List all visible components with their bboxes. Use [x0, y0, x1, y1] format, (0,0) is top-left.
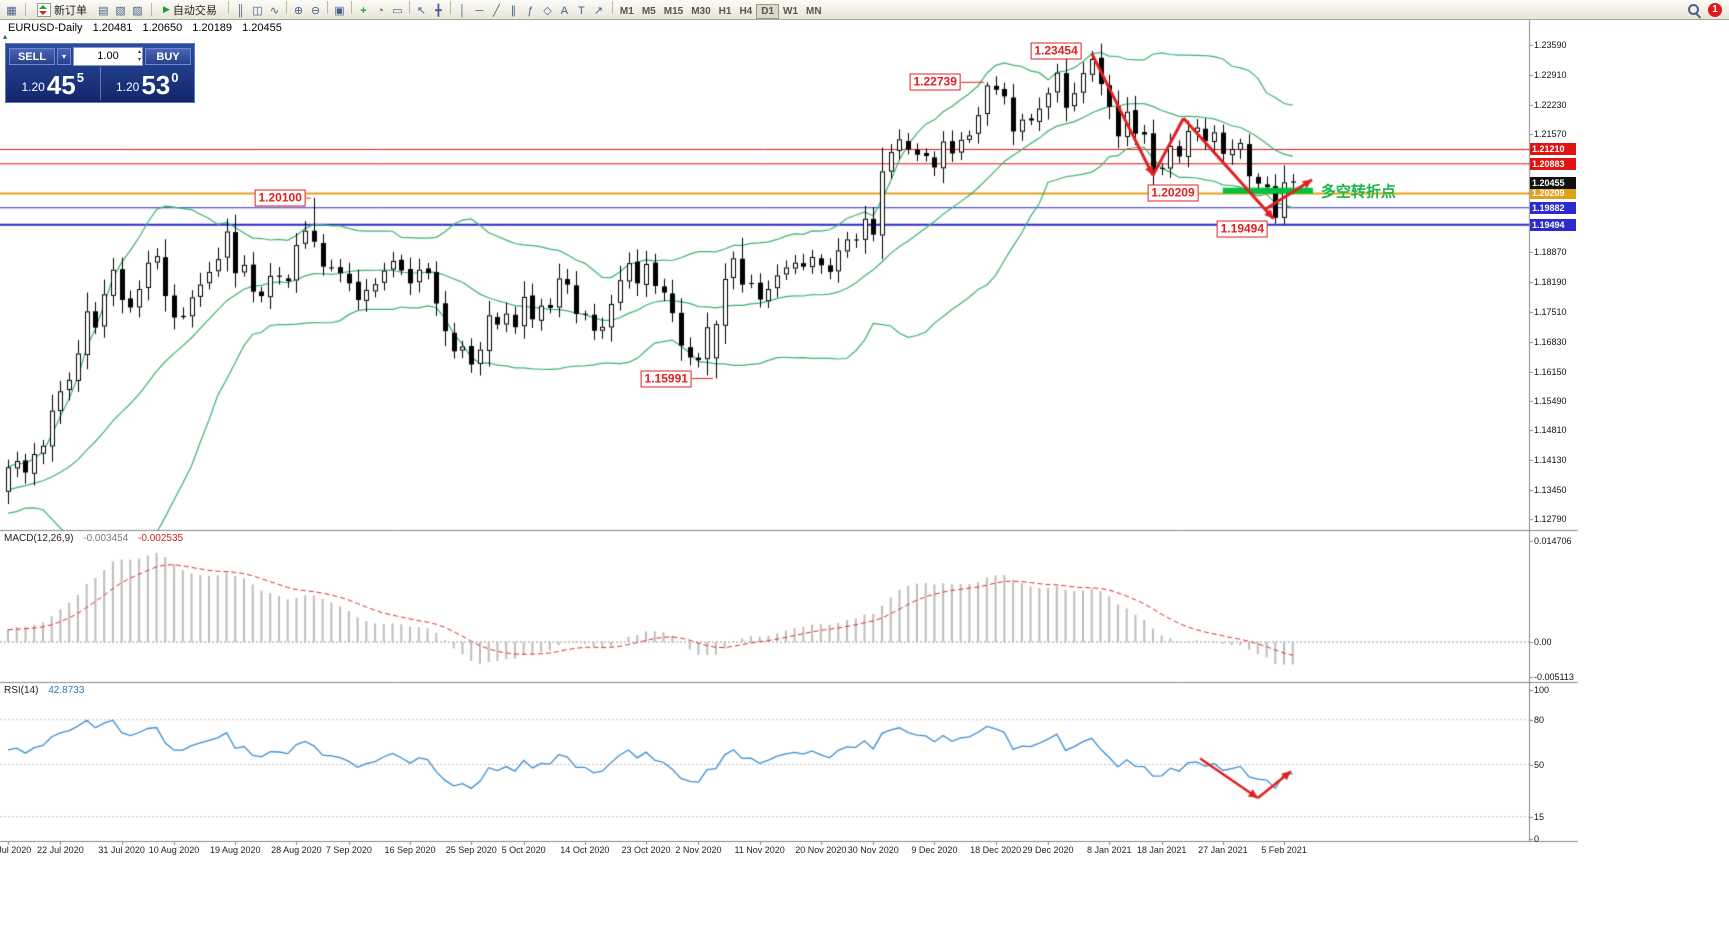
zoom-out-icon[interactable]: ⊖ [310, 4, 321, 17]
zone-annotation-label: 多空转折点 [1320, 183, 1396, 201]
toolbar-group-right: 1 [1687, 2, 1726, 19]
cursor-icon[interactable]: ↖ [416, 4, 427, 17]
toolbar-group-mid: ▤ ▧ ▨ [95, 1, 146, 19]
volume-input[interactable]: 1.00 ▴ ▾ [73, 47, 143, 66]
chart-open: 1.20481 [92, 22, 133, 34]
chart-symbol-period: EURUSD-Daily [8, 22, 83, 34]
timeframe-button-M15[interactable]: M15 [663, 5, 684, 17]
notification-badge[interactable]: 1 [1708, 2, 1722, 17]
sell-price-small: 1.20 [21, 80, 45, 94]
one-click-collapse-icon[interactable]: ▴ [3, 32, 8, 41]
chart-window-icon[interactable]: ▦ [6, 4, 17, 17]
chart-ohlc-title: EURUSD-Daily 1.20481 1.20650 1.20189 1.2… [8, 22, 289, 34]
order-type-dropdown[interactable]: ▾ [57, 48, 71, 65]
toolbar-separator [151, 3, 152, 16]
one-click-trading-panel: SELL ▾ 1.00 ▴ ▾ BUY 1.20 45 5 1.20 53 0 [5, 43, 195, 103]
timeframe-button-M30[interactable]: M30 [691, 5, 711, 17]
volume-spinner[interactable]: ▴ ▾ [137, 49, 141, 63]
buy-price-display[interactable]: 1.20 53 0 [99, 67, 195, 100]
toolbar-separator [611, 0, 613, 14]
horizontal-line-icon[interactable]: ─ [475, 4, 484, 17]
text-icon[interactable]: A [560, 4, 569, 17]
timeframe-button-M1[interactable]: M1 [619, 5, 634, 17]
toolbar-separator [227, 0, 229, 14]
new-order-icon [37, 2, 51, 17]
new-order-label: 新订单 [54, 4, 87, 17]
autotrading-button[interactable]: ▶ 自动交易 [157, 1, 223, 18]
rsi-value: 42.8733 [48, 685, 85, 696]
toolbar-separator [350, 0, 352, 14]
zoom-in-icon[interactable]: ⊕ [293, 4, 304, 17]
chart-high: 1.20650 [142, 22, 183, 34]
chart-low: 1.20189 [192, 22, 233, 34]
toolbar-separator [285, 0, 287, 14]
trendline-icon[interactable]: ╱ [493, 4, 500, 17]
crosshair-icon[interactable]: ╋ [435, 4, 442, 17]
sell-price-display[interactable]: 1.20 45 5 [6, 67, 100, 100]
timeframe-button-W1[interactable]: W1 [783, 5, 799, 17]
buy-button[interactable]: BUY [145, 48, 191, 65]
sell-price-big: 45 [46, 70, 76, 100]
toolbar-group-left: ▦ [3, 1, 20, 19]
fibonacci-icon[interactable]: ƒ [527, 4, 534, 17]
toolbar-separator [326, 0, 328, 14]
sell-button[interactable]: SELL [9, 48, 55, 65]
candlestick-type-icon[interactable]: ◫ [252, 4, 263, 17]
charts-grid-icon[interactable]: ▤ [98, 4, 109, 17]
shapes-icon[interactable]: ◇ [543, 4, 552, 17]
macd-signal-value: -0.002535 [138, 533, 184, 544]
line-chart-type-icon[interactable]: ∿ [269, 4, 280, 17]
main-toolbar: ▦ 新订单 ▤ ▧ ▨ ▶ 自动交易 ║ ◫ ∿ ⊕ ⊖ ▣ + ◔ ▭ ↖ ╋ │ ─ ╱ ∥ ƒ ◇ A T ↗ M1… [0, 0, 1729, 20]
bar-chart-type-icon[interactable]: ║ [236, 4, 245, 17]
timeframe-button-H1[interactable]: H1 [718, 5, 732, 17]
macd-value: -0.003454 [83, 533, 129, 544]
timeframe-button-M5[interactable]: M5 [641, 5, 656, 17]
timeframe-button-MN[interactable]: MN [806, 5, 822, 17]
indicators-icon[interactable]: + [360, 4, 367, 17]
macd-name: MACD(12,26,9) [4, 533, 74, 544]
toolbar-separator [449, 0, 451, 14]
timeframe-button-D1[interactable]: D1 [756, 3, 780, 19]
macd-indicator-label: MACD(12,26,9) -0.003454 -0.002535 [4, 533, 183, 544]
buy-price-small: 1.20 [115, 80, 140, 94]
sell-price-sup: 5 [76, 70, 84, 85]
timeframe-button-H4[interactable]: H4 [739, 5, 753, 17]
timeframe-toolbar: M1 M5 M15 M30 H1 H4 D1 W1 MN [609, 0, 826, 19]
arrows-icon[interactable]: ↗ [593, 4, 604, 17]
buy-price-big: 53 [141, 70, 171, 100]
play-icon: ▶ [163, 4, 170, 14]
periods-icon[interactable]: ◔ [377, 4, 384, 17]
rsi-indicator-label: RSI(14) 42.8733 [4, 685, 84, 696]
new-order-button[interactable]: 新订单 [31, 1, 93, 18]
rsi-name: RSI(14) [4, 685, 39, 696]
tile-windows-icon[interactable]: ▣ [334, 4, 345, 17]
volume-value: 1.00 [97, 50, 119, 62]
templates-icon[interactable]: ▭ [392, 4, 403, 17]
data-window-icon[interactable]: ▨ [132, 4, 143, 17]
search-icon[interactable] [1687, 3, 1702, 19]
text-label-icon[interactable]: T [578, 4, 585, 17]
channel-icon[interactable]: ∥ [510, 4, 517, 17]
vertical-line-icon[interactable]: │ [458, 4, 466, 17]
buy-price-sup: 0 [171, 70, 179, 85]
chart-close: 1.20455 [242, 22, 282, 34]
toolbar-separator [408, 0, 410, 14]
autotrading-label: 自动交易 [172, 4, 217, 17]
toolbar-icon-groups: ║ ◫ ∿ ⊕ ⊖ ▣ + ◔ ▭ ↖ ╋ │ ─ ╱ ∥ ƒ ◇ A T ↗ [225, 0, 607, 19]
toolbar-separator [25, 3, 26, 16]
profiles-icon[interactable]: ▧ [115, 4, 126, 17]
